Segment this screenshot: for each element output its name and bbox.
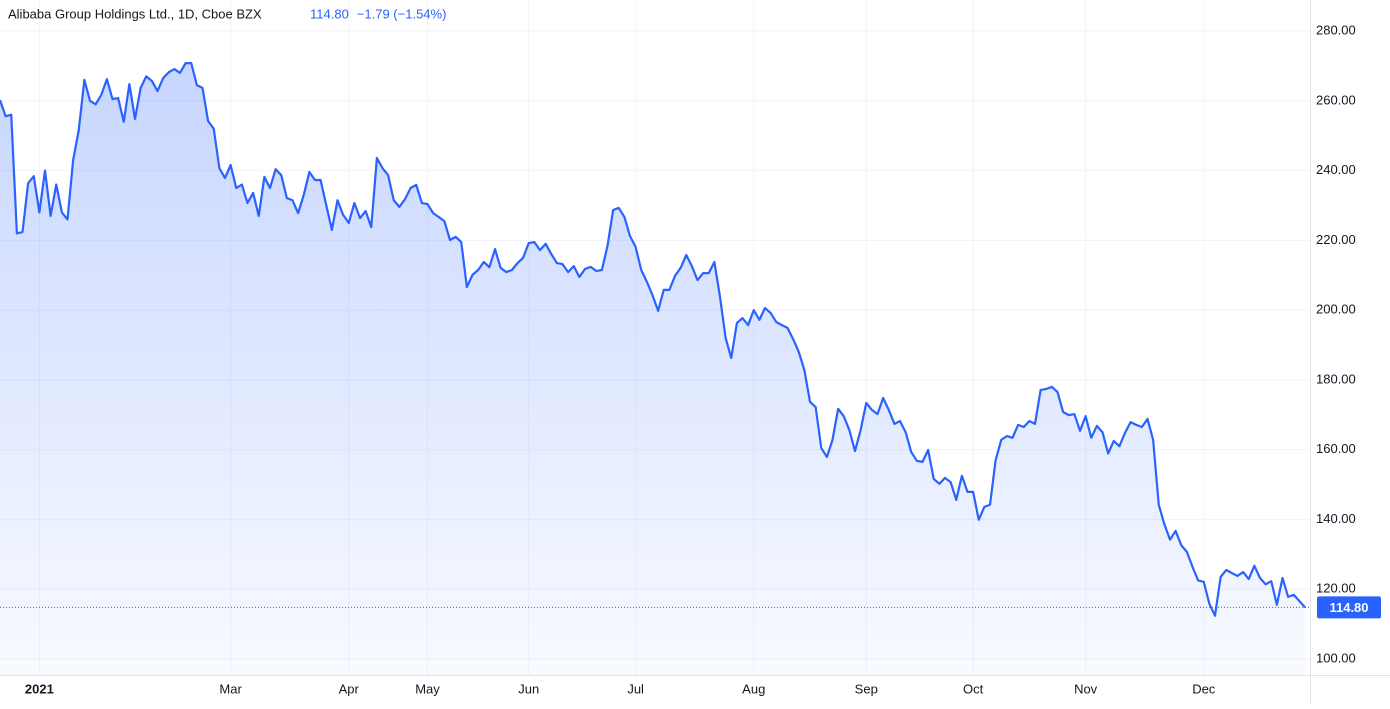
x-tick-label: Nov xyxy=(1074,681,1098,696)
area-fill xyxy=(0,63,1305,675)
x-tick-label: 2021 xyxy=(25,681,54,696)
x-tick-label: Dec xyxy=(1192,681,1216,696)
y-tick-label: 240.00 xyxy=(1316,162,1356,177)
y-tick-label: 280.00 xyxy=(1316,22,1356,37)
x-tick-label: Oct xyxy=(963,681,984,696)
x-tick-label: Jul xyxy=(627,681,644,696)
x-tick-label: Apr xyxy=(339,681,360,696)
change: −1.79 (−1.54%) xyxy=(357,6,447,21)
y-tick-label: 200.00 xyxy=(1316,302,1356,317)
y-tick-label: 260.00 xyxy=(1316,92,1356,107)
x-tick-label: Sep xyxy=(855,681,878,696)
price-line xyxy=(0,62,1306,617)
x-tick-label: May xyxy=(415,681,440,696)
y-tick-label: 140.00 xyxy=(1316,511,1356,526)
y-tick-label: 120.00 xyxy=(1316,581,1356,596)
x-tick-label: Aug xyxy=(742,681,765,696)
last-value: 114.80 xyxy=(310,6,349,21)
y-tick-label: 220.00 xyxy=(1316,232,1356,247)
y-tick-label: 160.00 xyxy=(1316,441,1356,456)
chart-title: Alibaba Group Holdings Ltd., 1D, Cboe BZ… xyxy=(8,6,262,21)
y-tick-label: 180.00 xyxy=(1316,371,1356,386)
last-price-label: 114.80 xyxy=(1329,600,1368,615)
plot xyxy=(0,62,1310,675)
y-tick-label: 100.00 xyxy=(1316,650,1356,665)
last-price-box xyxy=(1317,596,1381,619)
axes: 100.00 120.00 140.00 160.00 180.00 200.00 220.… xyxy=(25,22,1381,696)
x-tick-label: Jun xyxy=(518,681,539,696)
x-tick-label: Mar xyxy=(219,681,242,696)
